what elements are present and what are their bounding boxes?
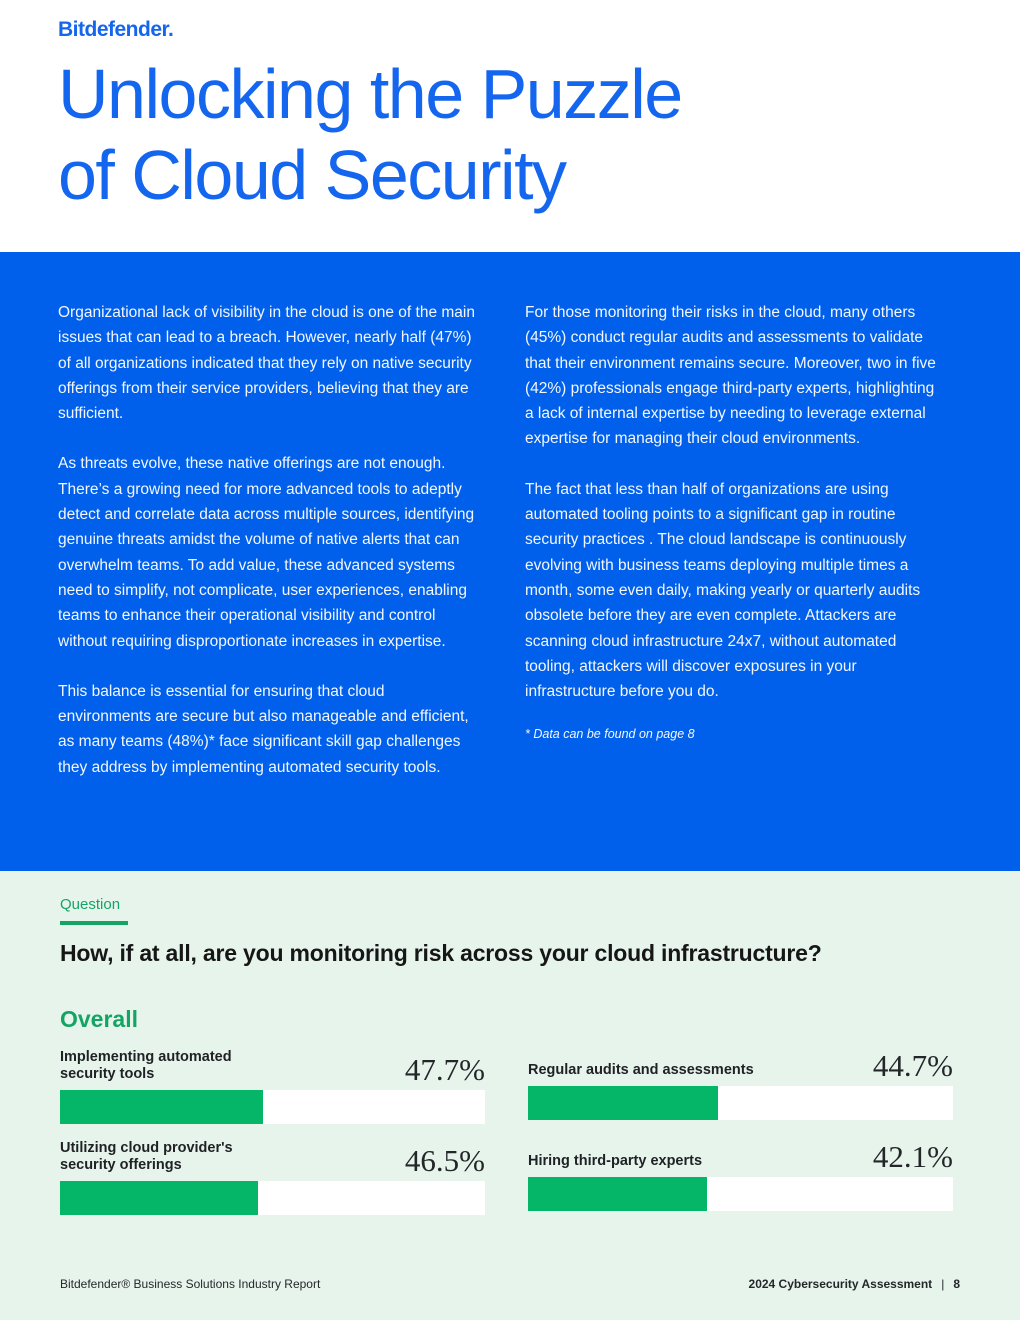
- bar-item-third-party-experts: Hiring third-party experts 42.1%: [528, 1140, 953, 1215]
- page-footer: Bitdefender® Business Solutions Industry…: [0, 1277, 1020, 1320]
- bar-fill: [528, 1177, 707, 1211]
- bar-label: Utilizing cloud provider's security offe…: [60, 1140, 233, 1173]
- intro-section: Organizational lack of visibility in the…: [0, 252, 1020, 871]
- bar-fill: [528, 1086, 718, 1120]
- footer-assessment-info: 2024 Cybersecurity Assessment | 8: [749, 1277, 960, 1291]
- bar-value: 47.7%: [404, 1052, 485, 1087]
- bar-fill: [60, 1181, 258, 1215]
- bar-label: Implementing automated security tools: [60, 1049, 232, 1082]
- intro-right-column: For those monitoring their risks in the …: [525, 300, 945, 871]
- bar-value: 44.7%: [872, 1048, 953, 1083]
- page-header: Bitdefender. Unlocking the Puzzle of Clo…: [0, 0, 1020, 252]
- footer-page-number: 8: [953, 1277, 960, 1291]
- bar-fill: [60, 1090, 263, 1124]
- intro-paragraph: This balance is essential for ensuring t…: [58, 682, 469, 776]
- bar-item-regular-audits: Regular audits and assessments 44.7%: [528, 1049, 953, 1124]
- footer-report-name: Bitdefender® Business Solutions Industry…: [60, 1277, 321, 1291]
- bar-value: 46.5%: [404, 1143, 485, 1178]
- intro-paragraph: For those monitoring their risks in the …: [525, 304, 936, 448]
- intro-paragraph: As threats evolve, these native offering…: [58, 455, 475, 650]
- bar-track: [528, 1086, 953, 1120]
- question-section: Question How, if at all, are you monitor…: [0, 871, 1020, 1320]
- footer-separator: |: [941, 1277, 945, 1291]
- bar-chart: Implementing automated security tools 47…: [0, 1049, 988, 1215]
- page-title-line-1: Unlocking the Puzzle: [58, 55, 683, 133]
- bar-track: [528, 1177, 953, 1211]
- page-title-line-2: of Cloud Security: [58, 136, 567, 214]
- intro-paragraph: The fact that less than half of organiza…: [525, 480, 921, 701]
- overall-group-label: Overall: [60, 1006, 138, 1032]
- bar-label: Hiring third-party experts: [528, 1153, 703, 1169]
- data-footnote: * Data can be found on page 8: [525, 727, 695, 742]
- footer-assessment-label: 2024 Cybersecurity Assessment: [748, 1277, 933, 1291]
- bar-track: [60, 1181, 485, 1215]
- question-underline-rule: [60, 921, 128, 925]
- bar-label: Regular audits and assessments: [528, 1062, 754, 1078]
- bar-value: 42.1%: [872, 1139, 953, 1174]
- question-eyebrow-label: Question: [60, 896, 121, 913]
- bar-item-automated-tools: Implementing automated security tools 47…: [60, 1049, 485, 1124]
- intro-left-column: Organizational lack of visibility in the…: [58, 300, 478, 871]
- intro-paragraph: Organizational lack of visibility in the…: [58, 304, 475, 423]
- question-block: Question How, if at all, are you monitor…: [0, 895, 1020, 1033]
- question-heading: How, if at all, are you monitoring risk …: [60, 940, 822, 966]
- bar-track: [60, 1090, 485, 1124]
- bitdefender-logo: Bitdefender.: [58, 18, 174, 41]
- bar-item-provider-offerings: Utilizing cloud provider's security offe…: [60, 1140, 485, 1215]
- page-title: Unlocking the Puzzle of Cloud Security: [58, 54, 1020, 216]
